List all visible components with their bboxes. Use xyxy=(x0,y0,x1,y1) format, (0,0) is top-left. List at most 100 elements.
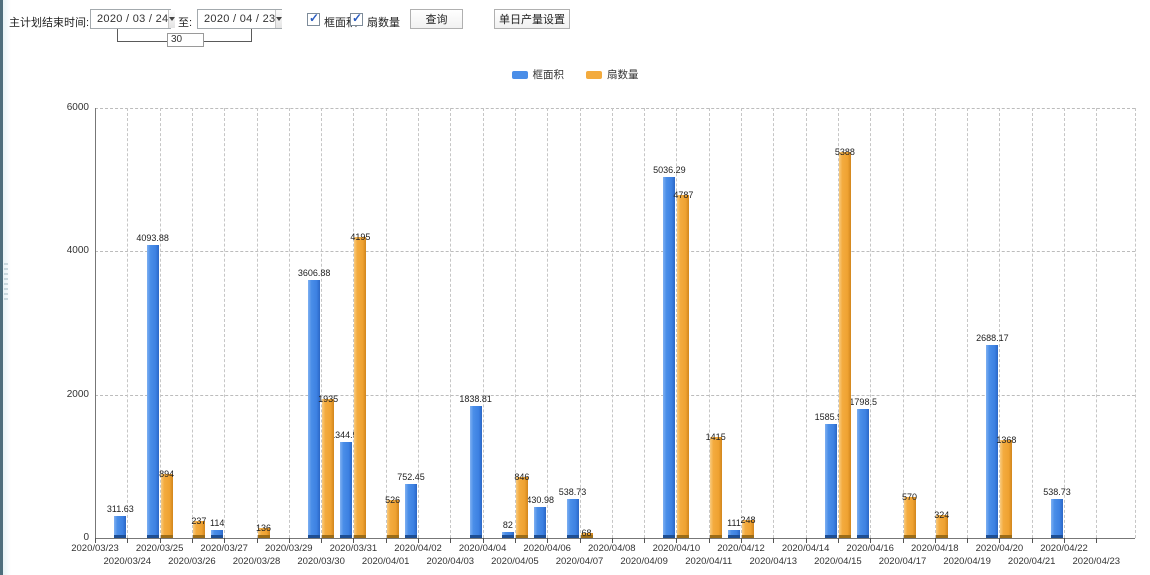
bar-value-label: 1368 xyxy=(996,434,1017,445)
bar-frame-area xyxy=(824,424,837,538)
x-gridline xyxy=(773,108,775,538)
chevron-down-icon xyxy=(169,17,176,21)
y-axis-tick-label: 2000 xyxy=(66,388,89,400)
bar-frame-area xyxy=(340,441,353,539)
bar-value-label: 538.73 xyxy=(558,487,587,498)
x-gridline xyxy=(1096,108,1098,538)
bar-value-label: 430.98 xyxy=(526,495,554,506)
bar-value-label: 1585.96 xyxy=(814,412,848,423)
x-gridline xyxy=(870,108,872,538)
bar-value-label: 1415 xyxy=(705,431,726,442)
bracket-line-left xyxy=(117,29,118,42)
x-gridline xyxy=(450,108,452,538)
x-axis-label: 2020/03/24 xyxy=(103,556,152,567)
day-count-input[interactable]: 30 xyxy=(167,33,204,47)
x-axis-tick xyxy=(934,538,936,543)
query-button[interactable]: 查询 xyxy=(410,9,463,29)
x-axis-tick xyxy=(805,538,807,543)
daily-output-settings-button[interactable]: 单日产量设置 xyxy=(494,9,570,29)
x-axis-tick xyxy=(870,538,872,543)
bar-fan-count xyxy=(580,533,593,538)
x-axis-label: 2020/03/25 xyxy=(135,543,184,554)
bar-value-label: 538.73 xyxy=(1043,487,1071,498)
bar-value-label: 5388 xyxy=(834,146,855,157)
date-to-value[interactable]: 2020 / 04 / 23 xyxy=(204,13,276,25)
x-axis-label: 2020/04/17 xyxy=(878,556,927,567)
bar-value-label: 237 xyxy=(191,516,207,526)
bar-frame-area xyxy=(469,406,482,538)
bar-fan-count xyxy=(838,151,851,539)
bracket-line-right xyxy=(251,29,252,42)
x-axis-tick xyxy=(676,538,678,543)
x-gridline xyxy=(644,108,646,538)
check-icon: ✓ xyxy=(309,11,320,25)
date-to-dropdown-button[interactable] xyxy=(275,10,283,28)
x-axis-tick xyxy=(385,538,387,543)
x-gridline xyxy=(385,108,387,538)
x-axis-label: 2020/04/13 xyxy=(749,556,798,567)
frame-area-checkbox[interactable]: ✓ xyxy=(307,11,320,26)
x-axis-label: 2020/04/08 xyxy=(588,543,636,554)
bar-value-label: 1838.81 xyxy=(459,394,492,405)
bar-frame-area xyxy=(534,507,547,538)
x-axis xyxy=(95,538,1135,539)
bar-value-label: 2688.17 xyxy=(976,333,1009,344)
x-axis-tick xyxy=(256,538,258,543)
x-gridline xyxy=(1135,108,1136,538)
x-gridline xyxy=(159,108,161,538)
x-axis-tick xyxy=(708,538,710,543)
bar-value-label: 846 xyxy=(514,472,530,483)
bar-value-label: 82 xyxy=(502,520,513,531)
bar-fan-count xyxy=(192,521,205,538)
x-axis-label: 2020/04/16 xyxy=(846,543,894,554)
bar-value-label: 570 xyxy=(901,492,918,503)
splitter-handle[interactable] xyxy=(4,263,8,303)
frame-area-checkbox-label[interactable]: 框面积 xyxy=(324,17,357,29)
bar-fan-count xyxy=(386,500,399,538)
date-to-picker[interactable]: 2020 / 04 / 23 xyxy=(197,9,283,29)
left-edge-bar xyxy=(0,0,3,575)
legend-item[interactable]: 框面积 xyxy=(511,67,564,82)
date-from-value[interactable]: 2020 / 03 / 24 xyxy=(97,13,169,25)
y-axis xyxy=(95,108,96,538)
fan-count-checkbox-label[interactable]: 扇数量 xyxy=(367,17,400,29)
bar-frame-area xyxy=(986,345,999,538)
date-from-dropdown-button[interactable] xyxy=(168,10,176,28)
plan-end-time-label: 主计划结束时间: xyxy=(9,17,90,29)
x-axis-label: 2020/04/23 xyxy=(1072,556,1121,567)
x-gridline xyxy=(224,108,226,538)
bar-value-label: 4093.88 xyxy=(136,232,169,243)
bar-value-label: 5036.29 xyxy=(653,165,686,176)
legend-item[interactable]: 扇数量 xyxy=(586,67,639,82)
x-gridline xyxy=(256,108,258,538)
x-gridline xyxy=(482,108,484,538)
x-axis-label: 2020/03/28 xyxy=(232,556,281,567)
x-axis-tick xyxy=(611,538,613,543)
x-axis-label: 2020/03/30 xyxy=(297,556,345,567)
fan-count-checkbox[interactable]: ✓ xyxy=(350,11,363,26)
date-from-picker[interactable]: 2020 / 03 / 24 xyxy=(90,9,176,29)
x-axis-label: 2020/04/09 xyxy=(620,556,668,567)
x-axis-tick xyxy=(418,538,419,543)
x-axis-tick xyxy=(741,538,742,543)
bar-frame-area xyxy=(501,532,514,538)
bar-fan-count xyxy=(935,514,948,539)
x-axis-tick xyxy=(967,538,969,543)
x-axis-label: 2020/04/18 xyxy=(911,543,959,554)
y-gridline xyxy=(95,108,1135,109)
x-axis-tick xyxy=(1031,538,1033,543)
legend-swatch-icon xyxy=(511,70,528,79)
x-axis-label: 2020/04/02 xyxy=(394,543,442,554)
bar-value-label: 526 xyxy=(385,495,401,506)
bar-value-label: 752.45 xyxy=(397,472,425,483)
x-axis-tick xyxy=(321,538,323,543)
x-gridline xyxy=(967,108,969,538)
x-axis-tick xyxy=(482,538,484,543)
x-axis-tick xyxy=(837,538,839,543)
bar-value-label: 111 xyxy=(727,518,741,529)
bar-value-label: 1798.5 xyxy=(849,397,877,408)
bar-value-label: 4787 xyxy=(673,189,694,200)
x-gridline xyxy=(514,108,516,538)
bar-value-label: 68 xyxy=(581,528,592,539)
bar-fan-count xyxy=(1000,439,1013,539)
